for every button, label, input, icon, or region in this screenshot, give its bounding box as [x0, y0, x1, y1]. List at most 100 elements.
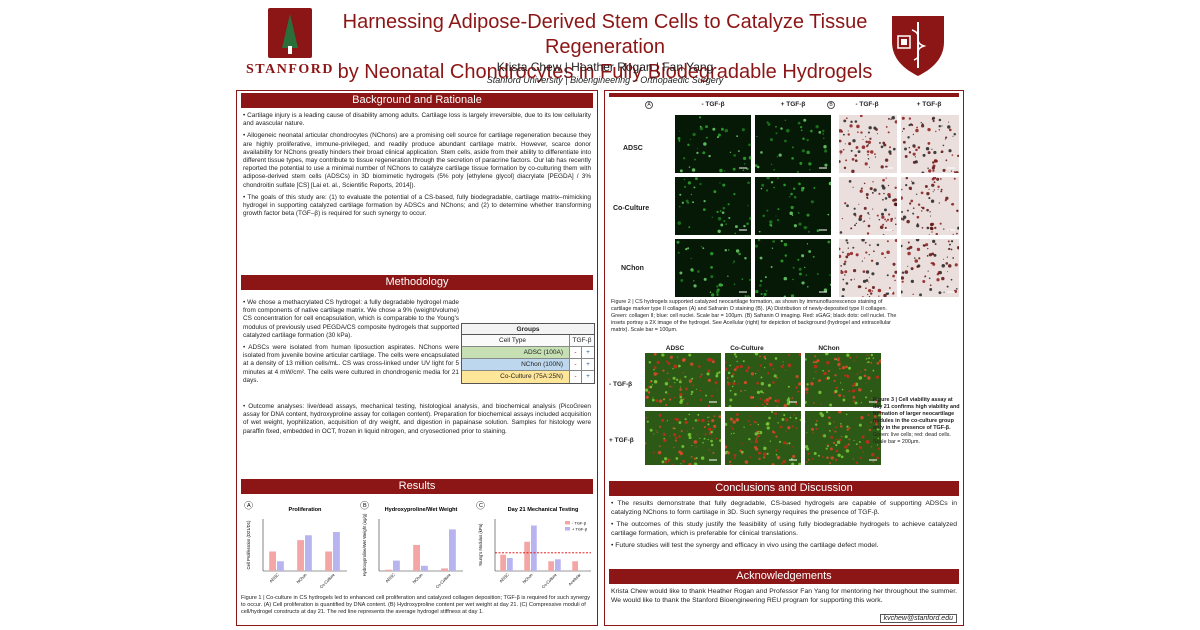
micrograph-image — [805, 353, 881, 407]
contact-email[interactable]: kvchew@stanford.edu — [879, 614, 957, 623]
background-section: Background and Rationale • Cartilage inj… — [237, 91, 597, 271]
acknowledgements-section: Acknowledgements Krista Chew would like … — [605, 569, 963, 625]
fig3-col-coculture: Co-Culture — [730, 345, 764, 352]
proliferation-chart: A Proliferation Cell Proliferation (D21/D1… — [244, 500, 347, 590]
tree-icon — [282, 14, 298, 48]
micrograph-image — [901, 239, 959, 297]
fig3-row-minus: - TGF-β — [609, 381, 633, 388]
authors: Krista Chew | Heather Rogan | Fan Yang — [496, 60, 714, 74]
fig2a-col-plus: + TGF-β — [780, 101, 806, 108]
bar — [393, 560, 400, 571]
bar — [449, 529, 456, 571]
bar — [421, 565, 428, 571]
micrograph-image — [839, 239, 897, 297]
micrograph-image — [645, 411, 721, 465]
y-axis-label: Cell Proliferation (D21/D1) — [246, 520, 251, 569]
x-tick-label: ADSC — [498, 572, 509, 583]
x-tick-label: ADSC — [384, 572, 395, 583]
fig2-row-coculture: Co-Culture — [613, 205, 650, 212]
figure-1-caption: Figure 1 | Co-culture in CS hydrogels le… — [241, 595, 591, 615]
micrograph-image — [675, 177, 751, 235]
figure-2-caption: Figure 2 | CS hydrogels supported cataly… — [611, 299, 897, 333]
y-axis-label: Young's Modulus (kPa) — [478, 523, 483, 566]
x-tick-label: ADSC — [268, 572, 279, 583]
bar — [441, 568, 448, 571]
methodology-section: Methodology • We chose a methacrylated C… — [237, 275, 597, 473]
panel-label-b: B — [827, 101, 835, 109]
micrograph-image — [839, 177, 897, 235]
results-heading: Results — [241, 479, 593, 494]
mechanical-testing-chart: C Day 21 Mechanical Testing Young's Modulu… — [476, 500, 591, 590]
x-tick-label: NChon — [411, 572, 423, 584]
micrograph-image — [725, 411, 801, 465]
x-tick-label: Co-Culture — [318, 572, 336, 590]
bar — [305, 535, 312, 571]
legend-swatch — [565, 521, 570, 525]
bar — [277, 561, 284, 571]
groups-row-coculture: Co-Culture (75A:25N) - + — [462, 371, 594, 383]
micrograph-image — [675, 239, 751, 297]
hydroxyproline-chart: B Hydroxyproline/Wet Weight Hydroxyproline… — [360, 500, 463, 589]
methodology-text-1: • We chose a methacrylated CS hydrogel: … — [243, 299, 459, 384]
acknowledgements-text: Krista Chew would like to thank Heather … — [611, 588, 957, 604]
results-section: Results A Proliferation Cell Proliferation… — [237, 479, 597, 625]
acknowledgements-heading: Acknowledgements — [609, 569, 959, 584]
bar — [297, 540, 304, 571]
panel-label-a: A — [645, 101, 653, 109]
x-tick-label: Co-Culture — [540, 572, 558, 590]
background-heading: Background and Rationale — [241, 93, 593, 108]
poster: STANFORD Harnessing Adipose-Derived Stem… — [232, 0, 968, 630]
poster-header: STANFORD Harnessing Adipose-Derived Stem… — [232, 0, 968, 90]
chart-title: Proliferation — [289, 507, 323, 513]
micrograph-image — [725, 353, 801, 407]
medicine-shield-icon — [892, 16, 944, 76]
bar — [524, 541, 530, 571]
micrograph-image — [755, 239, 831, 297]
poster-title: Harnessing Adipose-Derived Stem Cells to… — [337, 11, 873, 83]
fig2-row-nchon: NChon — [621, 265, 644, 272]
micrograph-image — [675, 115, 751, 173]
legend-label: + TGF-β — [572, 526, 588, 531]
panel-letter: B — [363, 503, 367, 509]
micrograph-image — [645, 353, 721, 407]
micrograph-image — [901, 115, 959, 173]
bar — [333, 532, 340, 571]
fig3-col-nchon: NChon — [818, 345, 840, 352]
groups-table: Groups Cell Type TGF-β ADSC (100A) - + N… — [461, 323, 595, 384]
chart-title: Day 21 Mechanical Testing — [508, 507, 579, 513]
bar — [325, 551, 332, 571]
methodology-text-2: • Outcome analyses: live/dead assays, me… — [243, 403, 591, 435]
fig3-row-plus: + TGF-β — [609, 437, 634, 444]
left-column: Background and Rationale • Cartilage inj… — [236, 90, 598, 626]
legend-swatch — [565, 527, 570, 531]
bar — [269, 551, 276, 571]
fig2b-col-plus: + TGF-β — [916, 101, 942, 108]
fig2b-col-minus: - TGF-β — [855, 101, 879, 108]
x-tick-label: NChon — [521, 572, 533, 584]
groups-table-header: Cell Type TGF-β — [462, 335, 594, 347]
conclusions-section: Conclusions and Discussion • The results… — [605, 481, 963, 569]
panel-letter: C — [479, 503, 483, 509]
background-text: • Cartilage injury is a leading cause of… — [243, 112, 591, 218]
groups-row-adsc: ADSC (100A) - + — [462, 347, 594, 359]
bar — [507, 558, 513, 571]
bar — [385, 569, 392, 571]
micrograph-image — [755, 115, 831, 173]
y-axis-label: Hydroxyproline/Wet Weight (ug/g) — [362, 513, 367, 576]
micrograph-image — [755, 177, 831, 235]
micrograph-image — [805, 411, 881, 465]
stanford-wordmark: STANFORD — [246, 62, 334, 77]
stanford-logo: STANFORD — [244, 8, 336, 86]
legend-label: - TGF-β — [572, 520, 587, 525]
affiliation: Stanford University | Bioengineering – O… — [486, 75, 724, 85]
bar — [500, 554, 506, 571]
micrograph-image — [901, 177, 959, 235]
fig2a-col-minus: - TGF-β — [701, 101, 725, 108]
right-top-bar — [609, 93, 959, 97]
bar — [572, 561, 578, 571]
groups-row-nchon: NChon (100N) - + — [462, 359, 594, 371]
panel-letter: A — [247, 503, 251, 509]
micrograph-image — [839, 115, 897, 173]
conclusions-heading: Conclusions and Discussion — [609, 481, 959, 496]
bar — [413, 545, 420, 571]
